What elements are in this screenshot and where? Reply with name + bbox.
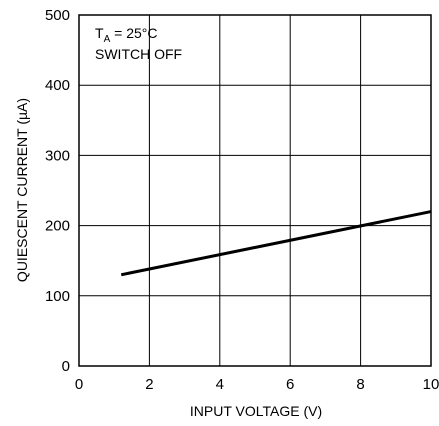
x-axis-title: INPUT VOLTAGE (V) bbox=[190, 403, 322, 419]
grid bbox=[78, 14, 432, 367]
temperature-subscript: A bbox=[104, 34, 111, 45]
x-tick-labels: 0 2 4 6 8 10 bbox=[75, 376, 439, 393]
x-tick-label: 10 bbox=[423, 376, 439, 393]
series-layer bbox=[120, 210, 432, 277]
y-tick-label: 100 bbox=[45, 288, 70, 305]
plot-frame bbox=[78, 14, 432, 367]
x-tick-label: 8 bbox=[356, 376, 364, 393]
y-tick-label: 400 bbox=[45, 77, 70, 94]
condition-annotation: TA = 25°C SWITCH OFF bbox=[95, 25, 182, 62]
x-tick-label: 4 bbox=[216, 376, 224, 393]
y-axis-title: QUIESCENT CURRENT (µA) bbox=[14, 98, 30, 282]
x-tick-label: 0 bbox=[75, 376, 83, 393]
y-tick-label: 300 bbox=[45, 147, 70, 164]
x-tick-label: 2 bbox=[145, 376, 153, 393]
y-tick-label: 0 bbox=[62, 358, 70, 375]
temperature-value: = 25°C bbox=[110, 25, 157, 41]
y-tick-label: 500 bbox=[45, 7, 70, 24]
switch-state-note: SWITCH OFF bbox=[95, 46, 182, 62]
series-line bbox=[120, 210, 432, 277]
temperature-note: TA = 25°C bbox=[95, 25, 157, 45]
y-tick-labels: 0 100 200 300 400 500 bbox=[45, 7, 70, 375]
x-tick-label: 6 bbox=[286, 376, 294, 393]
y-tick-label: 200 bbox=[45, 218, 70, 235]
temperature-symbol: T bbox=[95, 25, 104, 41]
